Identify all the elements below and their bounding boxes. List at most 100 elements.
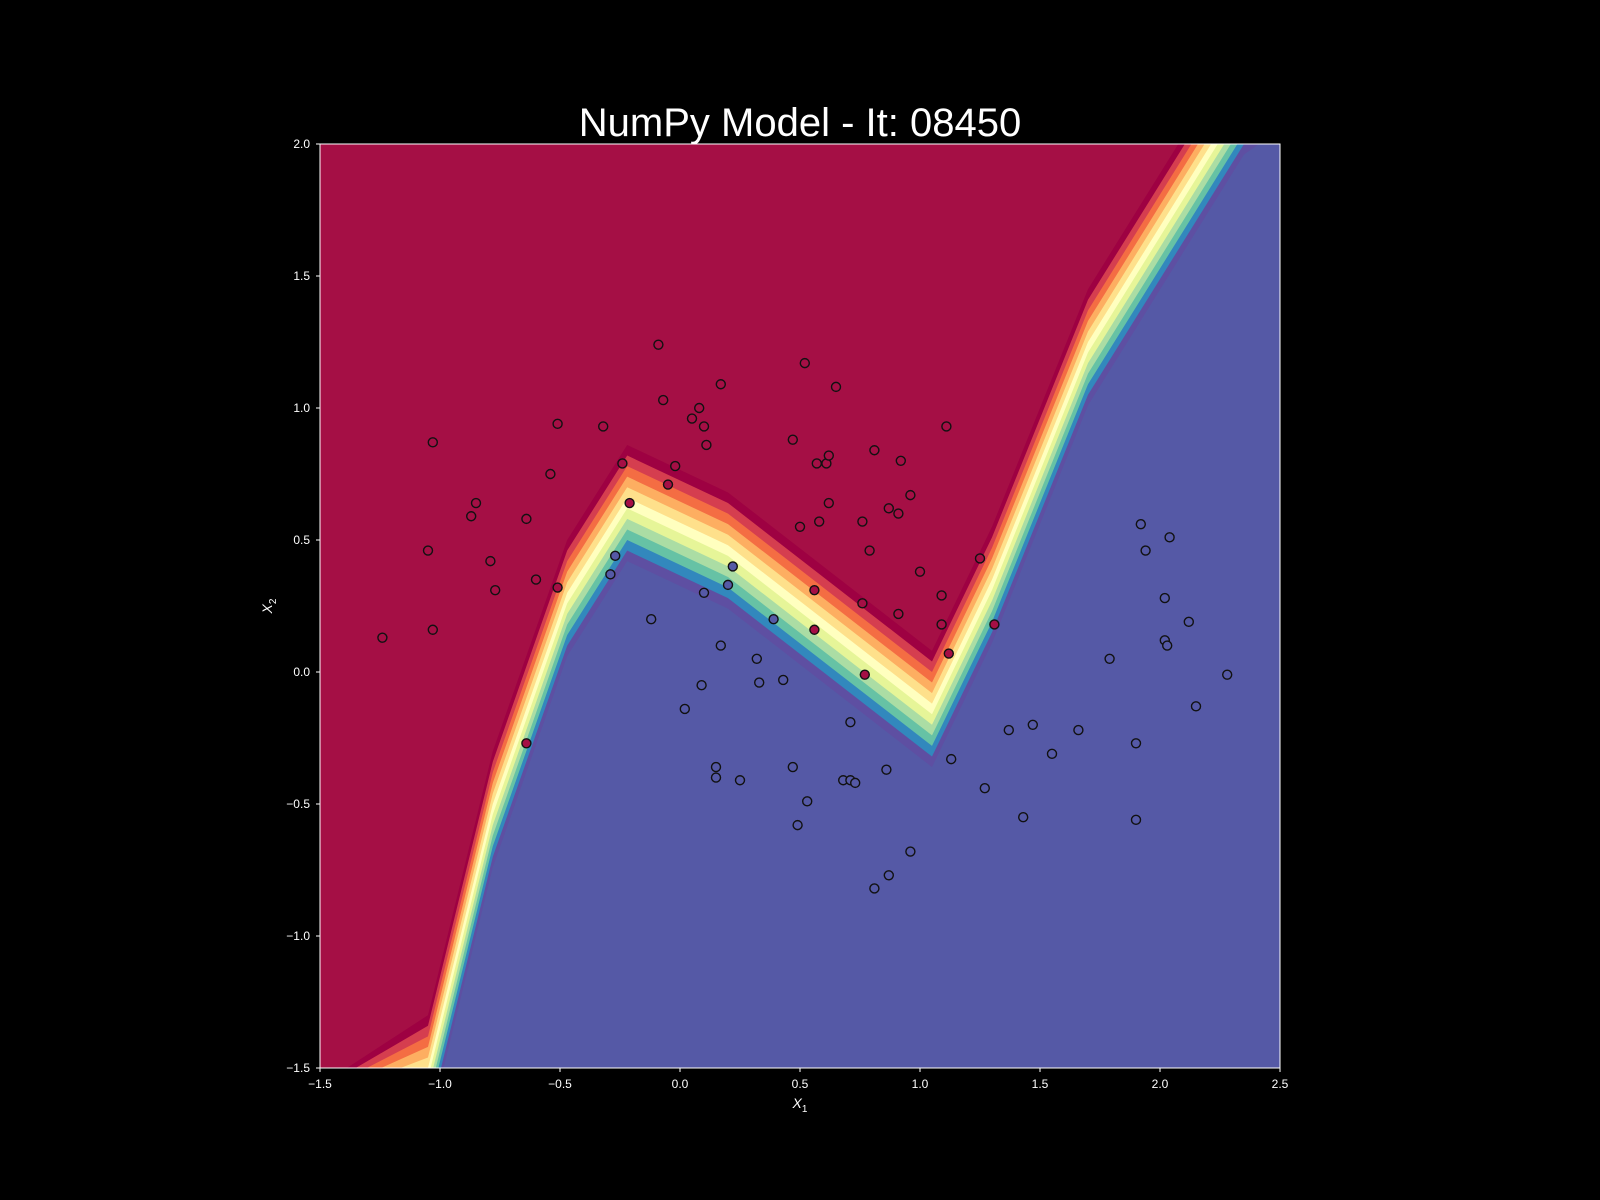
data-point-class0 (905, 489, 916, 501)
data-point-class1 (1135, 518, 1147, 530)
data-point-class1 (1183, 616, 1195, 628)
data-point-class1 (1018, 812, 1029, 823)
data-point-class0 (466, 511, 477, 522)
data-point-class1 (787, 761, 798, 773)
data-point-class1 (845, 716, 856, 728)
x-tick-label: 2.0 (1152, 1077, 1169, 1091)
data-point-class0 (830, 381, 842, 393)
data-point-class1 (768, 614, 779, 625)
data-point-class1 (850, 777, 861, 789)
data-point-class0 (936, 619, 947, 630)
x-tick-label: −1.0 (428, 1077, 452, 1091)
data-point-class1 (1130, 814, 1142, 826)
data-point-class1 (778, 674, 789, 686)
x-axis-label: X1 (792, 1095, 808, 1115)
data-point-class0 (670, 460, 681, 472)
data-point-class0 (686, 413, 698, 424)
data-point-class0 (427, 437, 438, 448)
x-tick-label: 1.0 (912, 1077, 929, 1091)
data-point-class0 (422, 545, 434, 556)
data-point-class1 (679, 703, 690, 715)
data-point-class1 (1161, 640, 1173, 651)
data-point-class1 (1140, 545, 1151, 556)
data-point-class1 (1159, 592, 1171, 604)
y-tick-label: 2.0 (293, 137, 310, 151)
data-point-class0 (662, 479, 674, 490)
data-points (377, 339, 1233, 894)
region-class1 (443, 144, 1280, 1068)
data-point-class0 (914, 566, 926, 577)
x-tick-label: 1.5 (1032, 1077, 1049, 1091)
x-tick-label: −1.5 (308, 1077, 332, 1091)
y-tick-label: −1.5 (286, 1061, 310, 1075)
data-point-class0 (530, 574, 542, 585)
data-point-class1 (905, 846, 916, 857)
data-point-class1 (754, 677, 765, 688)
data-point-class0 (989, 619, 1000, 630)
y-axis-label: X2 (259, 598, 279, 614)
data-point-class1 (727, 561, 738, 572)
data-point-class0 (490, 584, 501, 596)
y-tick-label: 1.0 (293, 401, 310, 415)
x-tick-label: 2.5 (1272, 1077, 1289, 1091)
data-point-class1 (696, 680, 707, 691)
data-point-class0 (653, 339, 664, 350)
data-point-class0 (809, 624, 820, 635)
data-point-class0 (701, 439, 712, 451)
data-point-class0 (859, 669, 870, 680)
plot-area (320, 144, 1280, 1068)
data-point-class0 (857, 516, 868, 527)
data-point-class0 (814, 516, 825, 527)
x-tick-label: −0.5 (548, 1077, 572, 1091)
data-point-class1 (946, 753, 957, 765)
data-point-class0 (799, 357, 810, 369)
y-tick-label: 0.5 (293, 533, 310, 547)
y-axis: −1.5 −1.0 −0.5 0.0 0.5 1.0 1.5 2.0 (286, 137, 320, 1075)
y-tick-label: 1.5 (293, 269, 310, 283)
data-point-class1 (1046, 748, 1058, 760)
data-point-class0 (941, 421, 952, 432)
data-point-class0 (617, 458, 628, 469)
data-point-class1 (1104, 653, 1115, 664)
data-point-class0 (809, 584, 820, 596)
data-point-class0 (485, 555, 496, 567)
data-point-class0 (857, 598, 868, 609)
data-point-class0 (864, 545, 875, 556)
data-point-class0 (694, 402, 705, 414)
data-point-class0 (470, 497, 482, 509)
data-point-class0 (936, 590, 947, 601)
data-point-class0 (552, 582, 563, 593)
data-point-class0 (787, 434, 798, 445)
data-point-class0 (883, 503, 894, 514)
decision-band (346, 144, 1280, 1068)
data-point-class0 (974, 553, 986, 564)
data-point-class0 (598, 421, 609, 432)
x-axis-label-sub: 1 (802, 1104, 808, 1115)
y-tick-label: 0.0 (293, 665, 310, 679)
data-point-class0 (869, 445, 880, 456)
data-point-class1 (1130, 738, 1142, 749)
data-point-class1 (1221, 669, 1233, 680)
data-point-class1 (715, 640, 726, 651)
data-point-class0 (624, 497, 635, 509)
y-axis-label-sub: 2 (268, 598, 279, 604)
data-point-class1 (751, 653, 762, 664)
data-point-class1 (1073, 724, 1084, 736)
y-axis-label-main: X (259, 603, 275, 614)
data-point-class1 (734, 775, 746, 786)
data-point-class0 (715, 379, 726, 390)
data-point-class0 (552, 418, 563, 430)
data-point-class0 (823, 497, 834, 509)
data-point-class1 (646, 614, 657, 625)
data-point-class0 (521, 738, 532, 749)
data-point-class1 (792, 819, 803, 831)
x-tick-label: 0.5 (792, 1077, 809, 1091)
data-point-class0 (811, 458, 822, 469)
data-point-class1 (610, 550, 621, 562)
data-point-class0 (895, 455, 906, 466)
data-point-class1 (1164, 532, 1175, 543)
data-point-class1 (1003, 724, 1014, 736)
data-point-class1 (881, 764, 892, 775)
data-point-class0 (521, 513, 532, 525)
